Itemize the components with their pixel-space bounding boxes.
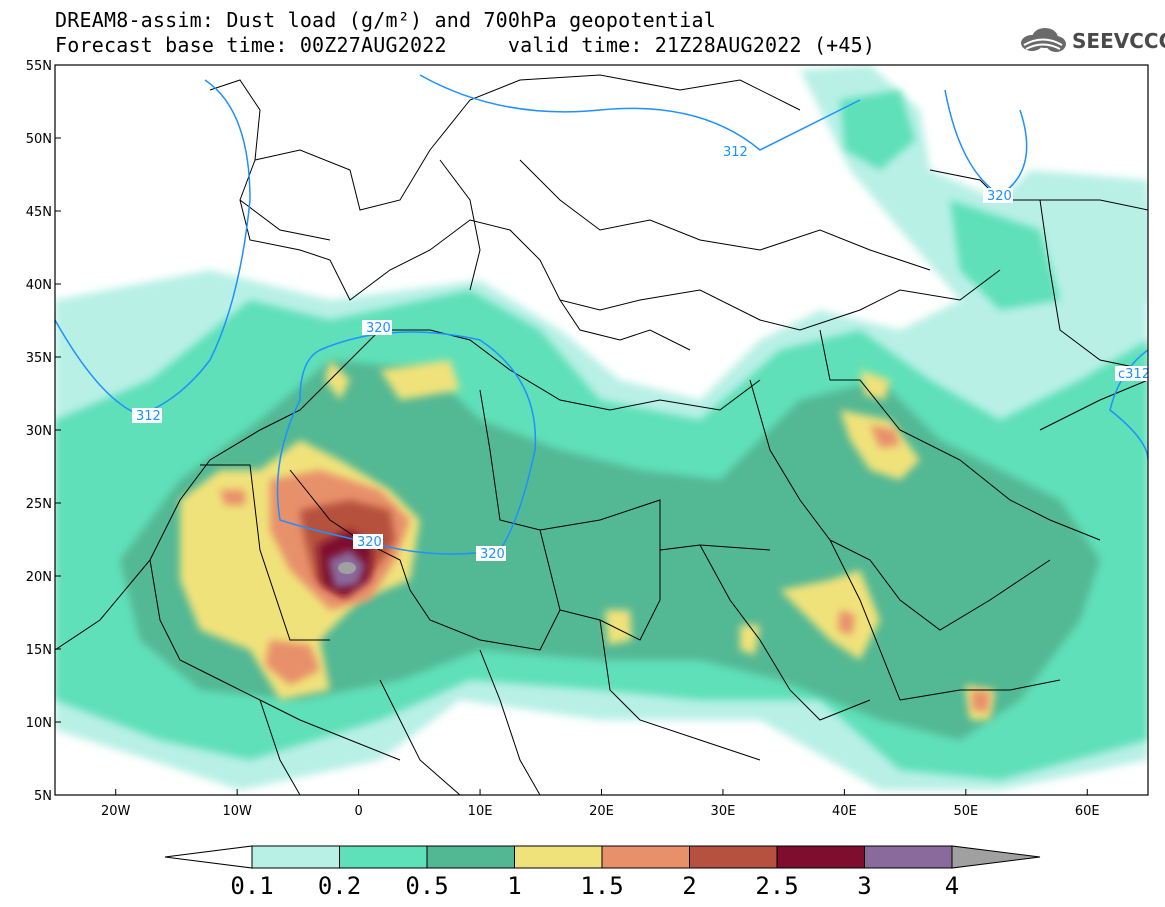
isoline-labels: 312 320 320 320 320 312 c312	[132, 144, 1150, 562]
colorbar-swatch	[339, 845, 428, 869]
isoline-label-320-north: 320	[987, 189, 1012, 204]
lon-label: 40E	[832, 804, 857, 819]
lon-label: 20E	[589, 804, 614, 819]
colorbar-label: 4	[945, 872, 959, 900]
colorbar-label: 0.2	[318, 872, 361, 900]
country-borders	[55, 74, 1148, 795]
colorbar-swatch	[251, 845, 340, 869]
lat-label: 5N	[34, 789, 52, 804]
colorbar-swatch	[689, 845, 778, 869]
isoline-label-320-top: 320	[366, 321, 391, 336]
colorbar-under-arrow	[164, 845, 253, 869]
lon-label: 60E	[1075, 804, 1100, 819]
isoline-label-320-east: 320	[480, 547, 505, 562]
dust-field: 312 320 320 320 320 312 c312	[55, 65, 1150, 795]
colorbar-swatch	[601, 845, 690, 869]
colorbar-label: 2	[682, 872, 696, 900]
colorbar-over-arrow	[951, 845, 1041, 869]
colorbar-label: 2.5	[755, 872, 798, 900]
isoline-label-c312: c312	[1118, 367, 1150, 382]
colorbar-label: 0.5	[405, 872, 448, 900]
isoline-320-closed	[276, 331, 537, 555]
lon-label: 30E	[711, 804, 736, 819]
colorbar-label: 1.5	[580, 872, 623, 900]
colorbar: 0.1 0.2 0.5 1 1.5 2 2.5 3 4	[164, 845, 1041, 900]
colorbar-swatch	[426, 845, 515, 869]
isoline-label-312-north: 312	[723, 145, 748, 160]
lat-label: 50N	[26, 132, 52, 147]
lon-label: 50E	[953, 804, 978, 819]
colorbar-swatch	[864, 845, 953, 869]
lat-label: 20N	[26, 570, 52, 585]
colorbar-label: 0.1	[230, 872, 273, 900]
colorbar-swatch	[514, 845, 603, 869]
lat-label: 10N	[26, 716, 52, 731]
dust-contour-0.2-north	[840, 90, 1060, 310]
isoline-312-east	[1109, 349, 1148, 461]
isoline-312-north	[419, 74, 861, 151]
seevccc-logo: SEEVCCC	[1018, 28, 1165, 54]
colorbar-swatch	[776, 845, 865, 869]
cloud-icon	[1021, 28, 1066, 52]
chart-title: DREAM8-assim: Dust load (g/m²) and 700hP…	[55, 8, 717, 32]
lat-label: 45N	[26, 205, 52, 220]
axis-ticks: 55N 50N 45N 40N 35N 30N 25N 20N 15N 10N 5N 20W 10W 0 1…	[26, 59, 1100, 819]
isoline-label-312-w: 312	[136, 409, 161, 424]
colorbar-label: 1	[507, 872, 521, 900]
lat-label: 35N	[26, 351, 52, 366]
lat-label: 15N	[26, 643, 52, 658]
lat-label: 55N	[26, 59, 52, 74]
lon-label: 20W	[101, 804, 131, 819]
dust-peak-4	[338, 562, 356, 574]
isoline-312-west	[55, 79, 251, 416]
colorbar-label: 3	[857, 872, 871, 900]
isoline-label-320-center: 320	[357, 535, 382, 550]
logo-text: SEEVCCC	[1072, 29, 1165, 53]
lon-label: 10E	[468, 804, 493, 819]
lat-label: 25N	[26, 497, 52, 512]
chart-subtitle: Forecast base time: 00Z27AUG2022 valid t…	[55, 33, 876, 57]
lat-label: 40N	[26, 278, 52, 293]
lat-label: 30N	[26, 424, 52, 439]
dust-contour-1-b	[325, 360, 995, 720]
lon-label: 0	[354, 804, 362, 819]
lon-label: 10W	[222, 804, 252, 819]
